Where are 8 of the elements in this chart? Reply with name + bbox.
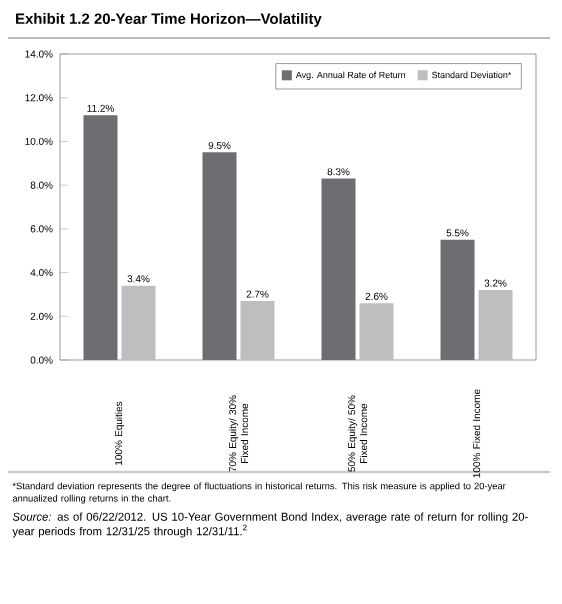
bar <box>121 285 156 361</box>
bar <box>83 115 118 361</box>
bar <box>478 290 513 361</box>
bar <box>240 301 275 361</box>
bar <box>359 303 394 361</box>
bar <box>440 239 475 361</box>
bar <box>202 152 237 361</box>
bar <box>321 178 356 361</box>
